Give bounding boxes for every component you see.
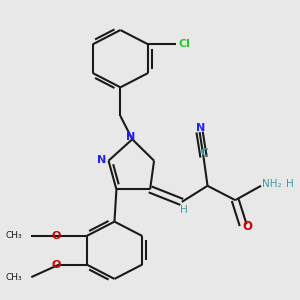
Text: H: H	[286, 179, 293, 189]
Text: H: H	[180, 205, 188, 215]
Text: Cl: Cl	[178, 39, 190, 49]
Text: N: N	[97, 155, 106, 165]
Text: N: N	[196, 123, 205, 133]
Text: O: O	[242, 220, 252, 233]
Text: N: N	[126, 133, 135, 142]
Text: O: O	[51, 231, 61, 241]
Text: CH₃: CH₃	[6, 231, 22, 240]
Text: CH₃: CH₃	[6, 273, 22, 282]
Text: C: C	[200, 148, 208, 158]
Text: NH₂: NH₂	[262, 179, 282, 189]
Text: O: O	[51, 260, 61, 270]
